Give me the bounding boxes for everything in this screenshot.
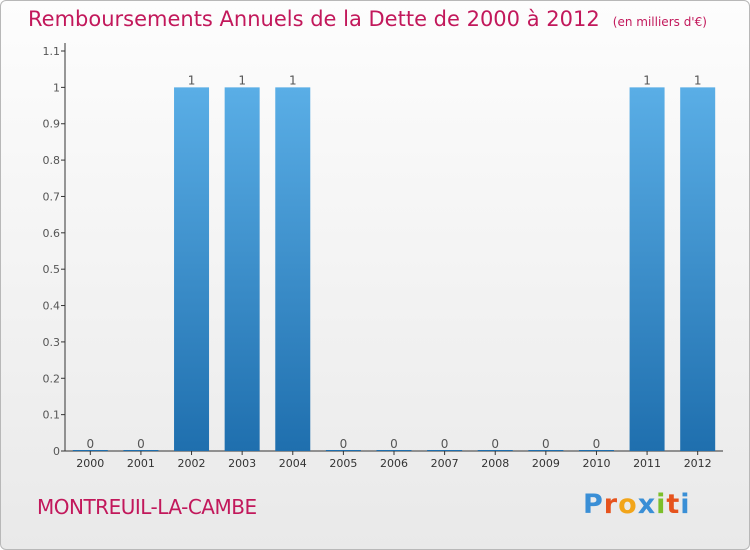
y-tick-label: 0.7 <box>43 190 61 203</box>
y-tick-label: 0.4 <box>43 300 61 313</box>
bar-value-label: 0 <box>86 437 94 451</box>
bar-2001 <box>123 450 159 451</box>
bar-value-label: 1 <box>289 73 297 87</box>
x-tick-label: 2002 <box>178 457 206 470</box>
x-tick-label: 2009 <box>532 457 560 470</box>
bar-value-label: 0 <box>593 437 601 451</box>
logo-letter: r <box>603 489 619 520</box>
x-tick-label: 2008 <box>481 457 509 470</box>
chart-title-row: Remboursements Annuels de la Dette de 20… <box>28 7 707 31</box>
y-tick-label: 1.1 <box>43 45 61 58</box>
bar-2009 <box>528 450 564 451</box>
logo-letter: P <box>583 489 604 520</box>
y-tick-label: 0.9 <box>43 118 61 131</box>
logo-letter: i <box>680 489 691 520</box>
logo-letter: t <box>666 489 681 520</box>
x-tick-label: 2003 <box>228 457 256 470</box>
bar-2011 <box>629 87 665 451</box>
bar-2002 <box>174 87 210 451</box>
x-tick-label: 2000 <box>76 457 104 470</box>
y-tick-label: 0.2 <box>43 372 61 385</box>
bar-2008 <box>477 450 513 451</box>
bar-value-label: 0 <box>390 437 398 451</box>
bar-2000 <box>72 450 108 451</box>
bar-value-label: 1 <box>238 73 246 87</box>
x-tick-label: 2005 <box>329 457 357 470</box>
bar-value-label: 0 <box>340 437 348 451</box>
chart-subtitle: (en milliers d'€) <box>612 15 707 29</box>
x-tick-label: 2006 <box>380 457 408 470</box>
y-tick-label: 1 <box>53 81 60 94</box>
y-tick-label: 0.8 <box>43 154 61 167</box>
bar-2005 <box>325 450 361 451</box>
y-tick-label: 0 <box>53 445 60 458</box>
x-tick-label: 2012 <box>684 457 712 470</box>
bar-value-label: 0 <box>542 437 550 451</box>
bar-2007 <box>427 450 463 451</box>
bar-value-label: 1 <box>188 73 196 87</box>
logo-letter: o <box>618 489 638 520</box>
x-tick-label: 2010 <box>582 457 610 470</box>
y-tick-label: 0.1 <box>43 409 61 422</box>
bar-2006 <box>376 450 412 451</box>
y-tick-label: 0.5 <box>43 263 61 276</box>
bar-value-label: 0 <box>137 437 145 451</box>
x-tick-label: 2001 <box>127 457 155 470</box>
bar-2003 <box>224 87 260 451</box>
bar-value-label: 0 <box>441 437 449 451</box>
bar-value-label: 1 <box>694 73 702 87</box>
bar-2012 <box>680 87 716 451</box>
logo-letter: x <box>637 489 657 520</box>
commune-name: MONTREUIL-LA-CAMBE <box>37 495 257 519</box>
bar-value-label: 1 <box>643 73 651 87</box>
x-tick-label: 2007 <box>431 457 459 470</box>
chart-title: Remboursements Annuels de la Dette de 20… <box>28 7 600 31</box>
bar-2004 <box>275 87 311 451</box>
x-tick-label: 2004 <box>279 457 307 470</box>
y-tick-label: 0.3 <box>43 336 61 349</box>
bar-value-label: 0 <box>491 437 499 451</box>
bar-2010 <box>578 450 614 451</box>
proxiti-logo: Proxiti <box>583 489 691 520</box>
logo-letter: i <box>656 489 667 520</box>
y-tick-label: 0.6 <box>43 227 61 240</box>
x-tick-label: 2011 <box>633 457 661 470</box>
